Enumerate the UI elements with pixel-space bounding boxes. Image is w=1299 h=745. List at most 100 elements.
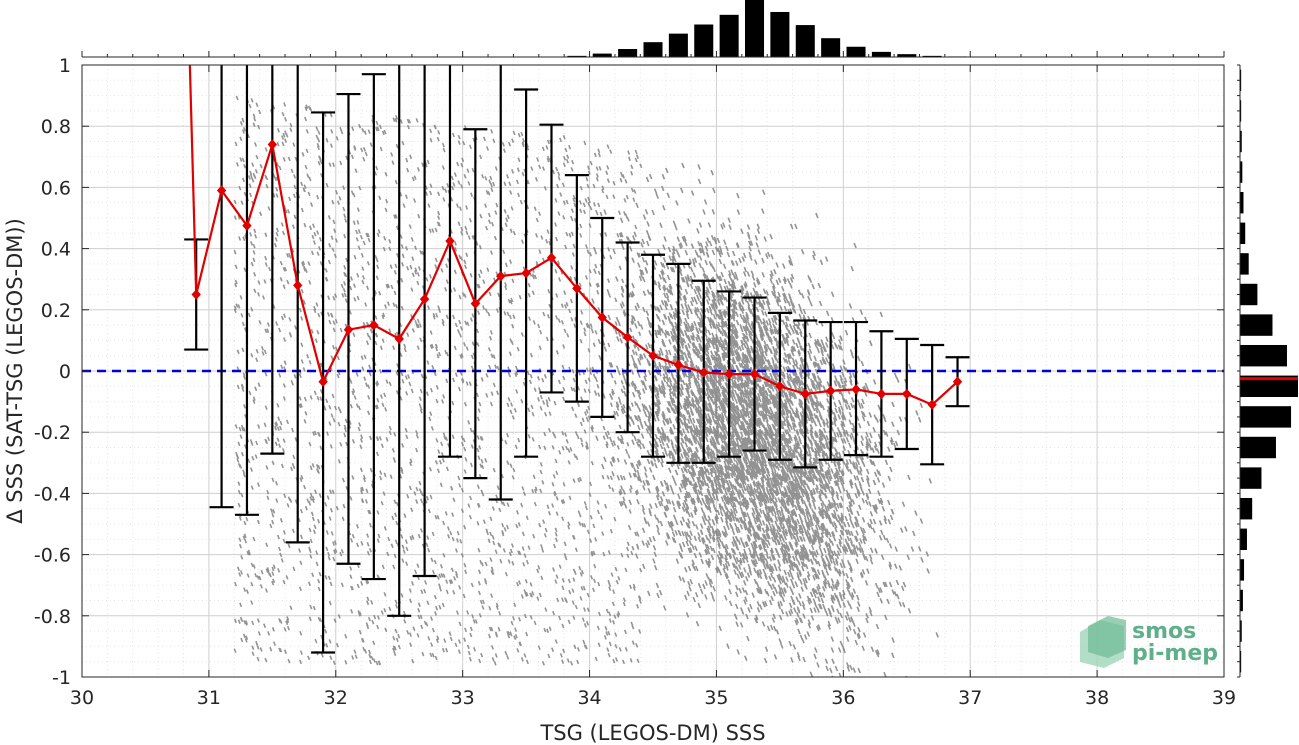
mean-point	[648, 350, 658, 361]
errorbar	[260, 65, 285, 455]
right-histogram-bar	[1240, 406, 1292, 428]
x-tick-label: 39	[1212, 687, 1236, 709]
right-histogram-bar	[1240, 191, 1244, 214]
x-tick-label: 35	[704, 687, 728, 709]
mean-point	[369, 319, 379, 331]
y-tick-label: 0.8	[41, 116, 71, 138]
right-histogram-bar	[1240, 528, 1247, 551]
axis-ticks	[81, 64, 1225, 678]
mean-point	[902, 388, 912, 400]
top-histogram-bar	[846, 46, 866, 57]
right-histogram-bar	[1240, 253, 1249, 275]
top-histogram-bar	[922, 55, 942, 57]
errorbar	[285, 65, 310, 544]
mean-point	[851, 384, 861, 395]
right-histogram-bar	[1240, 222, 1246, 245]
right-histogram-ticks	[1237, 64, 1240, 678]
right-histogram-bar	[1240, 69, 1242, 92]
mean-point	[673, 359, 684, 371]
mean-point	[699, 367, 709, 378]
top-histogram-bar	[592, 53, 612, 57]
top-histogram-ticks	[81, 51, 1225, 57]
mean-point	[775, 381, 785, 392]
right-histogram	[1240, 69, 1298, 673]
top-histogram-bar	[871, 51, 891, 57]
mean-point	[470, 298, 481, 309]
x-tick-label: 32	[324, 687, 348, 709]
mean-point	[394, 333, 404, 345]
mean-point	[191, 289, 201, 300]
logo-text-smos: smos	[1132, 619, 1196, 644]
mean-point	[800, 388, 810, 400]
mean-point	[496, 270, 506, 282]
right-histogram-bar	[1240, 283, 1258, 306]
errorbar	[437, 65, 462, 458]
right-histogram-bar	[1240, 436, 1276, 459]
y-tick-label: -0.8	[34, 606, 71, 628]
x-tick-label: 36	[831, 687, 855, 709]
smos-pimep-logo: smos pi-mep	[1080, 616, 1218, 668]
mean-point	[242, 220, 252, 231]
mean-point	[419, 293, 430, 305]
mean-point	[572, 283, 582, 294]
top-histogram-bar	[643, 42, 663, 57]
y-axis-label: Δ SSS (SAT-TSG (LEGOS-DM))	[3, 218, 27, 524]
mean-point	[622, 332, 633, 343]
scatter-points	[233, 95, 939, 677]
x-tick-label: 34	[577, 687, 601, 709]
y-tick-label: -0.6	[34, 545, 71, 567]
top-histogram-bar	[770, 11, 790, 57]
y-tick-label: 1	[59, 55, 71, 77]
right-histogram-bar	[1240, 130, 1242, 153]
mean-line-entry	[188, 65, 198, 295]
right-histogram-bar	[1240, 314, 1273, 336]
y-tick-label: -0.4	[34, 483, 71, 505]
y-tick-label: 0.2	[41, 300, 71, 322]
mean-point	[546, 252, 557, 264]
y-tick-label: -1	[52, 667, 71, 689]
y-tick-label: 0.6	[41, 177, 71, 199]
x-tick-label: 31	[197, 687, 221, 709]
x-tick-label: 30	[70, 687, 94, 709]
logo-text-pimep: pi-mep	[1132, 641, 1218, 666]
errorbar	[234, 65, 259, 516]
mean-point	[724, 368, 734, 380]
mean-point	[343, 324, 354, 335]
right-histogram-bar	[1240, 344, 1287, 367]
mean-point	[876, 388, 887, 400]
mean-point	[597, 312, 607, 323]
mean-point	[749, 368, 760, 380]
mean-point	[521, 267, 531, 279]
top-histogram-bar	[744, 0, 765, 57]
right-histogram-bar	[1240, 497, 1253, 520]
top-histogram-bar	[668, 33, 688, 57]
right-histogram-bar	[1240, 589, 1243, 612]
top-histogram-bar	[719, 14, 739, 57]
top-histogram-bar	[567, 55, 587, 57]
y-tick-labels: -1 -0.8 -0.6 -0.4 -0.2 0 0.2 0.4 0.6 0.8 1	[34, 55, 71, 689]
top-histogram-bar	[821, 38, 841, 57]
errorbar	[209, 65, 234, 509]
right-histogram-bar	[1240, 467, 1262, 489]
right-histogram-bar	[1240, 161, 1243, 183]
mean-point	[952, 376, 963, 387]
x-tick-labels: 30 31 32 33 34 35 36 37 38 39	[70, 687, 1236, 709]
y-tick-label: 0	[59, 361, 71, 383]
x-axis-label: TSG (LEGOS-DM) SSS	[539, 721, 765, 745]
mean-line	[188, 65, 963, 410]
x-tick-label: 33	[451, 687, 475, 709]
top-histogram-bar	[694, 24, 714, 57]
right-histogram-bar	[1240, 650, 1242, 673]
mean-point	[293, 280, 303, 291]
right-histogram-bar	[1240, 100, 1242, 122]
mean-point	[318, 376, 328, 387]
scatter-cloud	[233, 95, 939, 677]
mean-point	[445, 235, 455, 247]
x-tick-label: 37	[958, 687, 982, 709]
x-tick-label: 38	[1085, 687, 1109, 709]
mean-point	[267, 139, 278, 150]
y-tick-label: 0.4	[41, 239, 71, 261]
top-histogram	[567, 0, 968, 57]
right-histogram-bar	[1240, 559, 1245, 581]
